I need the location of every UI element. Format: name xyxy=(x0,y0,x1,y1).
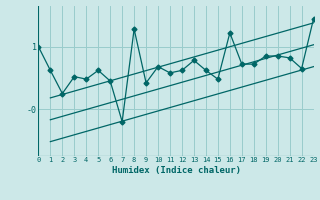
X-axis label: Humidex (Indice chaleur): Humidex (Indice chaleur) xyxy=(111,166,241,175)
